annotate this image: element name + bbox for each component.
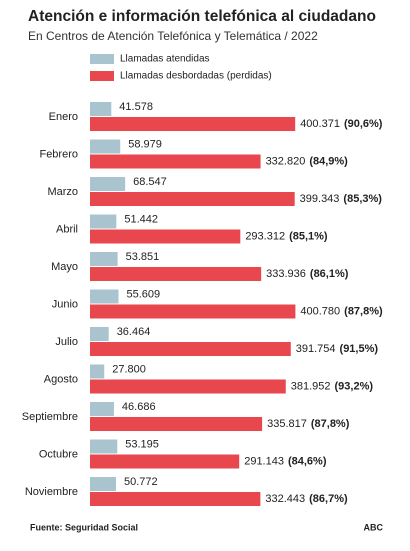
share-label: (84,6%) xyxy=(288,455,327,467)
share-label: (93,2%) xyxy=(335,380,374,392)
value-label: 27.800 xyxy=(112,363,146,375)
value-label: 55.609 xyxy=(126,288,160,300)
bar xyxy=(90,402,114,416)
value-label-number: 55.609 xyxy=(126,288,160,300)
value-label-number: 400.780 xyxy=(300,305,340,317)
share-label: (85,1%) xyxy=(289,230,328,242)
bar xyxy=(90,177,126,191)
bar xyxy=(90,214,117,229)
category-label: Julio xyxy=(55,336,78,348)
value-label: 335.817 (87,8%) xyxy=(267,418,350,430)
value-label-number: 50.772 xyxy=(124,476,158,488)
share-label: (91,5%) xyxy=(340,343,379,355)
bar xyxy=(90,417,263,431)
share-label: (90,6%) xyxy=(344,118,383,130)
value-label: 381.952 (93,2%) xyxy=(291,380,374,392)
value-label: 293.312 (85,1%) xyxy=(245,230,328,242)
value-label: 51.442 xyxy=(124,213,158,225)
source: Fuente: Seguridad Social xyxy=(30,522,138,532)
value-label-number: 41.578 xyxy=(119,101,153,113)
category-label: Mayo xyxy=(51,261,78,273)
category-label: Junio xyxy=(52,298,78,310)
value-label: 391.754 (91,5%) xyxy=(296,343,379,355)
value-label-number: 36.464 xyxy=(117,326,151,338)
category-label: Septiembre xyxy=(22,411,78,423)
legend-label: Llamadas desbordadas (perdidas) xyxy=(120,71,272,82)
value-label-number: 53.195 xyxy=(125,438,159,450)
bar xyxy=(90,477,117,491)
value-label: 68.547 xyxy=(133,176,167,188)
share-label: (84,9%) xyxy=(309,155,348,167)
share-label: (86,7%) xyxy=(309,493,348,505)
bar xyxy=(90,102,112,116)
chart-subtitle: En Centros de Atención Telefónica y Tele… xyxy=(28,29,318,43)
bar xyxy=(90,139,121,154)
value-label: 400.780 (87,8%) xyxy=(300,305,383,317)
value-label: 291.143 (84,6%) xyxy=(244,455,327,467)
value-label-number: 291.143 xyxy=(244,455,284,467)
category-label: Noviembre xyxy=(25,486,78,498)
value-label-number: 53.851 xyxy=(126,251,160,263)
value-label-number: 332.820 xyxy=(266,155,306,167)
value-label: 400.371 (90,6%) xyxy=(300,118,383,130)
value-label: 333.936 (86,1%) xyxy=(266,268,349,280)
share-label: (87,8%) xyxy=(344,305,383,317)
share-label: (87,8%) xyxy=(311,418,350,430)
value-label: 41.578 xyxy=(119,101,153,113)
bar xyxy=(90,327,109,341)
bar xyxy=(90,289,119,304)
value-label: 50.772 xyxy=(124,476,158,488)
bar xyxy=(90,342,291,356)
value-label-number: 68.547 xyxy=(133,176,167,188)
share-label: (85,3%) xyxy=(343,193,382,205)
bar xyxy=(90,454,240,469)
value-label: 332.820 (84,9%) xyxy=(266,155,349,167)
bar xyxy=(90,229,241,244)
value-label: 399.343 (85,3%) xyxy=(300,193,383,205)
category-label: Octubre xyxy=(39,448,78,460)
bar xyxy=(90,439,118,454)
bar xyxy=(90,364,105,379)
legend-swatch xyxy=(90,71,114,81)
category-label: Agosto xyxy=(44,373,78,385)
bar xyxy=(90,192,295,206)
category-label: Marzo xyxy=(47,186,78,198)
value-label-number: 58.979 xyxy=(128,138,162,150)
bar xyxy=(90,492,261,506)
category-label: Febrero xyxy=(39,148,78,160)
value-label-number: 27.800 xyxy=(112,363,146,375)
category-label: Enero xyxy=(49,111,78,123)
share-label: (86,1%) xyxy=(310,268,349,280)
bar xyxy=(90,154,261,169)
value-label-number: 51.442 xyxy=(124,213,158,225)
value-label: 36.464 xyxy=(117,326,151,338)
value-label: 46.686 xyxy=(122,401,156,413)
value-label-number: 333.936 xyxy=(266,268,306,280)
value-label-number: 335.817 xyxy=(267,418,307,430)
value-label: 58.979 xyxy=(128,138,162,150)
value-label: 53.195 xyxy=(125,438,159,450)
legend-label: Llamadas atendidas xyxy=(120,54,210,65)
value-label-number: 399.343 xyxy=(300,193,340,205)
value-label: 53.851 xyxy=(126,251,160,263)
value-label-number: 400.371 xyxy=(300,118,340,130)
value-label-number: 46.686 xyxy=(122,401,156,413)
bar xyxy=(90,117,296,131)
bar xyxy=(90,267,262,281)
bar xyxy=(90,379,286,394)
value-label-number: 332.443 xyxy=(265,493,305,505)
chart-title: Atención e información telefónica al ciu… xyxy=(28,8,376,25)
bar xyxy=(90,304,296,319)
value-label: 332.443 (86,7%) xyxy=(265,493,348,505)
value-label-number: 293.312 xyxy=(245,230,285,242)
value-label-number: 391.754 xyxy=(296,343,336,355)
category-label: Abril xyxy=(56,223,78,235)
legend-swatch xyxy=(90,54,114,64)
brand: ABC xyxy=(364,522,384,532)
bar xyxy=(90,252,118,266)
value-label-number: 381.952 xyxy=(291,380,331,392)
